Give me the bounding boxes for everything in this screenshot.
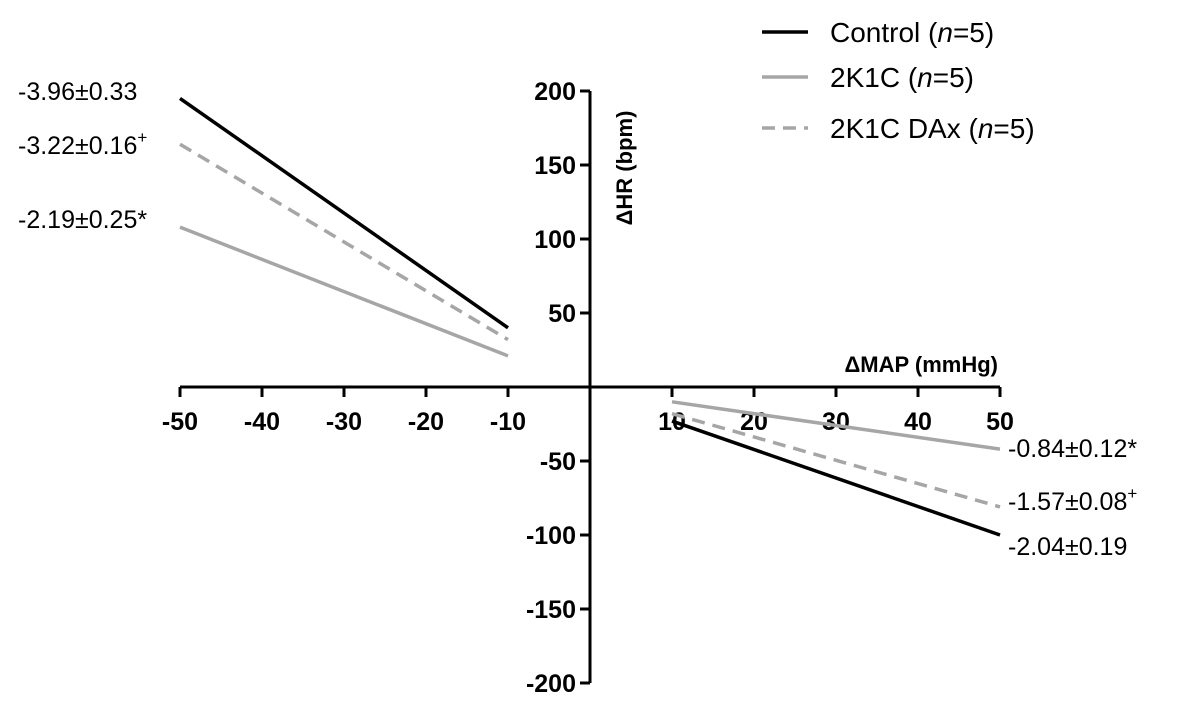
x-tick-label: 30 bbox=[822, 408, 850, 436]
y-tick-label: 100 bbox=[534, 226, 576, 254]
x-axis-title: ΔMAP (mmHg) bbox=[844, 352, 998, 377]
y-tick-label: 200 bbox=[534, 78, 576, 106]
x-ticks: -50 -40 -30 -20 -10 10 20 30 40 50 bbox=[162, 387, 1014, 436]
y-axis-title: ΔHR (bpm) bbox=[612, 111, 637, 226]
y-ticks: 200 150 100 50 -50 -100 -150 -200 bbox=[526, 78, 590, 698]
series-lines bbox=[178, 96, 1001, 537]
y-tick-label: 150 bbox=[534, 152, 576, 180]
y-tick-label: -100 bbox=[526, 522, 576, 550]
slope-label-2k1c-right: -0.84±0.12* bbox=[1008, 435, 1137, 463]
x-tick-label: -30 bbox=[326, 408, 362, 436]
y-tick-label: -150 bbox=[526, 596, 576, 624]
legend: Control (n=5) 2K1C (n=5) 2K1C DAx (n=5) bbox=[762, 17, 1035, 144]
x-tick-label: 50 bbox=[986, 408, 1014, 436]
series-line-control-left bbox=[178, 96, 510, 330]
x-tick-label: -40 bbox=[244, 408, 280, 436]
series-line-2k1c-right bbox=[671, 400, 1001, 451]
series-line-2k1c-dax-right bbox=[671, 411, 1001, 509]
x-tick-label: -20 bbox=[408, 408, 444, 436]
slope-label-control-right: -2.04±0.19 bbox=[1008, 533, 1127, 561]
legend-label-2k1c-dax: 2K1C DAx (n=5) bbox=[830, 113, 1035, 144]
y-tick-label: -200 bbox=[526, 670, 576, 698]
axes: -50 -40 -30 -20 -10 10 20 30 40 50 20015010050-50… bbox=[162, 78, 1014, 698]
x-tick-label: 40 bbox=[904, 408, 932, 436]
y-tick-label: -50 bbox=[540, 448, 576, 476]
series-line-2k1c-dax-left bbox=[179, 142, 509, 342]
slope-label-2k1c-dax-left: -3.22±0.16+ bbox=[18, 128, 147, 160]
x-tick-label: -50 bbox=[162, 408, 198, 436]
series-line-2k1c-left bbox=[179, 225, 509, 358]
slope-label-2k1c-dax-right: -1.57±0.08+ bbox=[1008, 484, 1137, 516]
series-line-control-right bbox=[671, 419, 1001, 537]
x-tick-label: -10 bbox=[490, 408, 526, 436]
y-tick-label: 50 bbox=[548, 300, 576, 328]
slope-labels: -3.96±0.33 -2.04±0.19 -2.19±0.25* -0.84±0.1… bbox=[18, 78, 1137, 561]
legend-label-control: Control (n=5) bbox=[830, 17, 994, 48]
slope-label-2k1c-left: -2.19±0.25* bbox=[18, 206, 147, 234]
slope-label-control-left: -3.96±0.33 bbox=[18, 78, 137, 106]
legend-label-2k1c: 2K1C (n=5) bbox=[830, 62, 974, 93]
